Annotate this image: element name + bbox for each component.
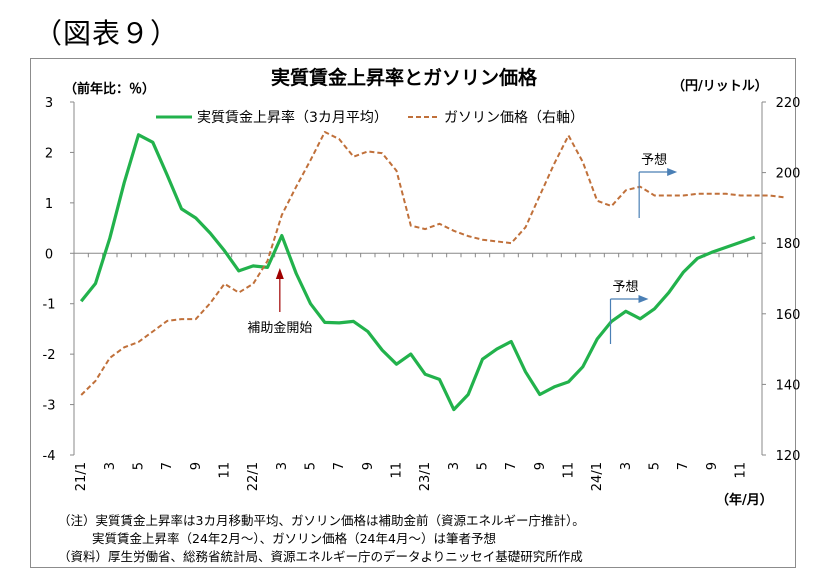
x-tick-label: 5 [648, 462, 663, 470]
left-tick-label: 0 [45, 247, 53, 262]
legend-wage-label: 実質賃金上昇率（3カ月平均） [197, 109, 388, 126]
subsidy-arrow-head [275, 268, 284, 279]
chart-frame [30, 58, 796, 568]
x-tick-label: 11 [390, 462, 405, 479]
x-tick-label: 3 [103, 462, 118, 470]
chart-title: 実質賃金上昇率とガソリン価格 [271, 66, 538, 89]
right-tick-label: 200 [776, 167, 801, 182]
x-tick-label: 5 [132, 462, 147, 470]
note-line-3: （資料）厚生労働省、総務省統計局、資源エネルギー庁のデータよりニッセイ基礎研究所… [58, 549, 583, 564]
gasoline-price-line [80, 131, 784, 396]
right-tick-label: 120 [776, 449, 801, 464]
wage-growth-line [79, 133, 756, 412]
x-tick-label: 3 [619, 462, 634, 470]
figure-label: （図表９） [34, 17, 180, 50]
legend-gasoline-label: ガソリン価格（右軸） [444, 110, 584, 126]
right-tick-label: 160 [776, 308, 801, 323]
x-tick-label: 23/1 [418, 462, 433, 491]
note-line-1: （注）実質賃金上昇率は3カ月移動平均、ガソリン価格は補助金前（資源エネルギー庁推… [58, 513, 585, 528]
x-tick-label: 7 [332, 462, 347, 470]
forecast-label: 予想 [641, 152, 667, 168]
x-tick-label: 7 [676, 462, 691, 470]
x-tick-label: 9 [189, 462, 204, 470]
x-tick-label: 7 [504, 462, 519, 470]
left-tick-label: -3 [43, 399, 56, 414]
x-tick-label: 3 [447, 462, 462, 470]
x-tick-label: 5 [304, 462, 319, 470]
x-tick-label: 3 [275, 462, 290, 470]
x-tick-label: 7 [160, 462, 175, 470]
x-tick-label: 11 [734, 462, 749, 479]
x-tick-label: 22/1 [246, 462, 261, 491]
forecast-arrow-head [638, 295, 649, 303]
x-tick-label: 5 [476, 462, 491, 470]
subsidy-start-label: 補助金開始 [247, 320, 312, 336]
x-tick-label: 9 [705, 462, 720, 470]
x-tick-label: 11 [562, 462, 577, 479]
forecast-label: 予想 [613, 279, 639, 295]
left-tick-label: 1 [45, 197, 53, 212]
x-axis-unit: （年/月） [716, 492, 773, 508]
right-tick-label: 220 [776, 96, 801, 111]
x-tick-label: 9 [361, 462, 376, 470]
left-tick-label: -1 [43, 298, 56, 313]
right-tick-label: 140 [776, 378, 801, 393]
left-axis-unit: （前年比：％） [64, 81, 155, 97]
x-tick-label: 21/1 [74, 462, 89, 491]
x-tick-label: 11 [218, 462, 233, 479]
right-tick-label: 180 [776, 237, 801, 252]
forecast-arrow-head [667, 168, 678, 176]
left-tick-label: -4 [43, 449, 56, 464]
x-tick-label: 9 [533, 462, 548, 470]
left-tick-label: -2 [43, 348, 56, 363]
note-line-2: 実質賃金上昇率（24年2月～）、ガソリン価格（24年4月～）は筆者予想 [92, 531, 496, 546]
right-axis-unit: （円/リットル） [672, 78, 768, 94]
left-tick-label: 2 [45, 146, 53, 161]
x-tick-label: 24/1 [590, 462, 605, 491]
left-tick-label: 3 [45, 96, 53, 111]
